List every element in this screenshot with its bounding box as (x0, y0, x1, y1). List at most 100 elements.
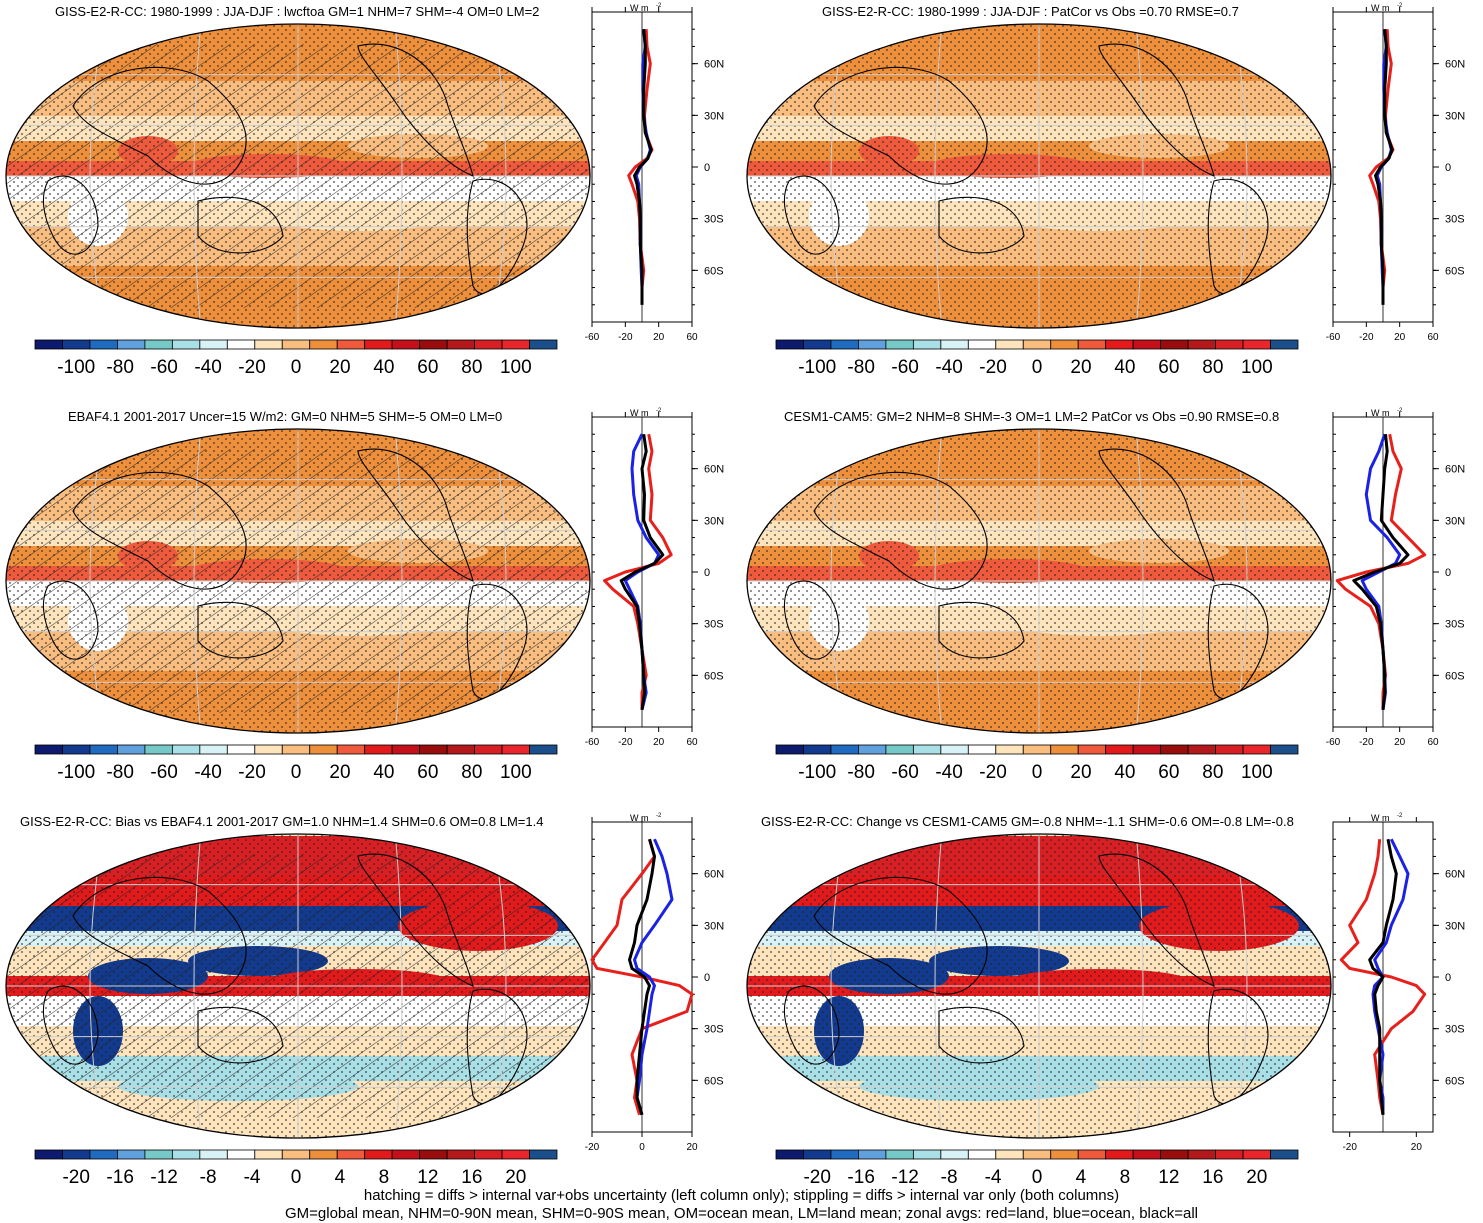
coastline (42, 580, 99, 660)
colorbar-swatch (1050, 1149, 1079, 1160)
colorbar-swatch (529, 744, 558, 755)
zonal-xtick-label: -60 (1326, 737, 1341, 748)
colorbar-swatch (912, 339, 942, 350)
colorbar-swatch (117, 339, 146, 350)
colorbar-label: 0 (1032, 762, 1043, 783)
coastline (42, 175, 99, 255)
colorbar-swatch (501, 339, 530, 350)
colorbar-swatch (775, 744, 804, 755)
graticule-lon (1135, 24, 1144, 328)
graticule-lon (193, 429, 202, 733)
lat-label: 60S (704, 1075, 724, 1087)
colorbar-swatch (254, 339, 283, 350)
lat-label: 60S (1445, 1075, 1465, 1087)
colorbar-swatch (171, 744, 201, 755)
zonal-xtick-label: 60 (686, 332, 698, 343)
zonal-unit-exponent: -2 (1397, 408, 1403, 414)
colorbar-swatch (199, 744, 228, 755)
map-outline (746, 833, 1332, 1139)
lat-label: 60N (704, 464, 724, 476)
colorbar-swatch (226, 339, 256, 350)
colorbar-swatch (199, 1149, 228, 1160)
panel-svg: W m -2 60N 30N 0 30S 60S -20 0 20 -20 -16 -12 -8 -4 0 4 8… (5, 813, 724, 1188)
lat-label: 30N (1445, 920, 1465, 932)
lat-label: 60N (1445, 464, 1465, 476)
lat-label: 30N (704, 515, 724, 527)
panel-title: GISS-E2-R-CC: Change vs CESM1-CAM5 GM=-0… (761, 814, 1294, 829)
colorbar-swatch (171, 339, 201, 350)
panel-title: GISS-E2-R-CC: 1980-1999 : JJA-DJF : lwcf… (55, 4, 540, 19)
coastline (813, 471, 988, 590)
panel-1: GISS-E2-R-CC: 1980-1999 : JJA-DJF : lwcf… (0, 0, 741, 385)
lat-label: 60N (1445, 869, 1465, 881)
panel-3: EBAF4.1 2001-2017 Uncer=15 W/m2: GM=0 NH… (0, 405, 741, 790)
colorbar-label: 100 (500, 762, 532, 783)
world-map (6, 429, 590, 733)
colorbar-label: 80 (1202, 357, 1223, 378)
colorbar-swatch (912, 744, 942, 755)
colorbar-swatch (1132, 339, 1162, 350)
colorbar-swatch (940, 1149, 969, 1160)
colorbar-swatch (419, 1149, 448, 1160)
colorbar-swatch (830, 339, 859, 350)
coastline (357, 853, 474, 987)
colorbar-label: -20 (62, 1167, 89, 1188)
coastline (938, 1006, 1025, 1064)
colorbar-label: -20 (979, 357, 1006, 378)
colorbar-label: 20 (1070, 357, 1091, 378)
colorbar-label: -80 (847, 357, 874, 378)
coastline (813, 66, 988, 185)
colorbar-swatch (144, 1149, 173, 1160)
colorbar-swatch (336, 744, 366, 755)
colorbar-label: 16 (461, 1167, 482, 1188)
colorbar-swatch (1215, 339, 1244, 350)
colorbar-label: -60 (150, 357, 177, 378)
colorbar-swatch (474, 339, 503, 350)
colorbar-label: -4 (985, 1167, 1002, 1188)
colorbar-label: 20 (1070, 762, 1091, 783)
lat-label: 60N (1445, 59, 1465, 71)
lat-label: 0 (704, 567, 710, 579)
colorbar-swatch (474, 1149, 503, 1160)
colorbar-swatch (830, 744, 859, 755)
colorbar-swatch (858, 744, 887, 755)
zonal-xtick-label: -60 (1326, 332, 1341, 343)
lat-label: 0 (1445, 162, 1451, 174)
colorbar-swatch (1160, 1149, 1189, 1160)
colorbar-label: -60 (150, 762, 177, 783)
colorbar-swatch (1105, 339, 1134, 350)
colorbar-label: 100 (500, 357, 532, 378)
colorbar-label: -80 (106, 357, 133, 378)
zonal-unit-label: W m (1371, 408, 1390, 418)
map-outline (5, 23, 591, 329)
lat-label: 30N (704, 110, 724, 122)
lat-label: 30N (704, 920, 724, 932)
world-map (747, 429, 1331, 733)
colorbar-label: 16 (1202, 1167, 1223, 1188)
colorbar-label: 0 (1032, 357, 1043, 378)
colorbar-label: 40 (1114, 762, 1135, 783)
lat-label: 30S (1445, 214, 1465, 226)
colorbar-label: 0 (1032, 1167, 1043, 1188)
zonal-xtick-label: -20 (585, 1142, 600, 1153)
coastline (357, 43, 474, 177)
coastline (938, 196, 1025, 254)
coastline (783, 580, 840, 660)
coastline (42, 985, 99, 1065)
graticule-lon (934, 429, 943, 733)
colorbar-swatch (89, 1149, 118, 1160)
colorbar-swatch (34, 744, 63, 755)
colorbar-label: -80 (106, 762, 133, 783)
colorbar-swatch (803, 744, 832, 755)
colorbar-swatch (446, 1149, 475, 1160)
colorbar-swatch (858, 339, 887, 350)
colorbar-swatch (62, 339, 91, 350)
colorbar-label: -16 (106, 1167, 133, 1188)
zonal-line-all (1374, 29, 1394, 305)
zonal-unit-exponent: -2 (656, 408, 662, 414)
colorbar-label: -60 (891, 357, 918, 378)
graticule-lon (934, 834, 943, 1138)
colorbar-label: -20 (238, 762, 265, 783)
zonal-unit-label: W m (630, 408, 649, 418)
colorbar-swatch (1242, 339, 1271, 350)
